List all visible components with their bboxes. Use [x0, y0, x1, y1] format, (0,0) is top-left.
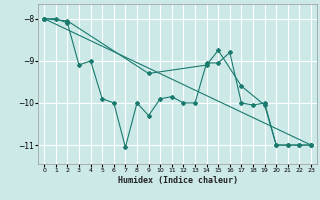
X-axis label: Humidex (Indice chaleur): Humidex (Indice chaleur): [118, 176, 238, 185]
